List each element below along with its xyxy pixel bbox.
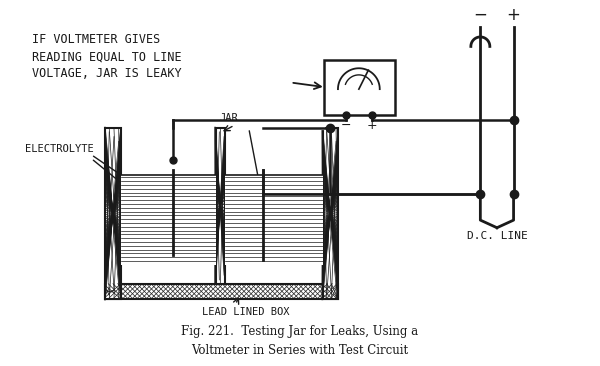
Bar <box>215 128 225 284</box>
Bar <box>121 128 323 284</box>
Text: D.C. LINE: D.C. LINE <box>467 231 527 240</box>
Text: Fig. 221.  Testing Jar for Leaks, Using a
Voltmeter in Series with Test Circuit: Fig. 221. Testing Jar for Leaks, Using a… <box>181 325 419 358</box>
Bar <box>121 175 215 265</box>
Bar <box>324 60 395 115</box>
Text: +: + <box>506 5 521 24</box>
Text: IF VOLTMETER GIVES
READING EQUAL TO LINE
VOLTAGE, JAR IS LEAKY: IF VOLTMETER GIVES READING EQUAL TO LINE… <box>32 33 182 80</box>
Text: +: + <box>367 119 377 131</box>
Bar <box>106 128 121 299</box>
Text: LEAD LINED BOX: LEAD LINED BOX <box>202 306 290 317</box>
Text: JAR: JAR <box>220 113 238 123</box>
Text: −: − <box>340 119 351 131</box>
Bar <box>106 284 338 299</box>
Bar <box>323 128 338 299</box>
Text: −: − <box>473 5 487 24</box>
Text: ELECTROLYTE: ELECTROLYTE <box>25 144 94 154</box>
Bar <box>225 175 323 265</box>
